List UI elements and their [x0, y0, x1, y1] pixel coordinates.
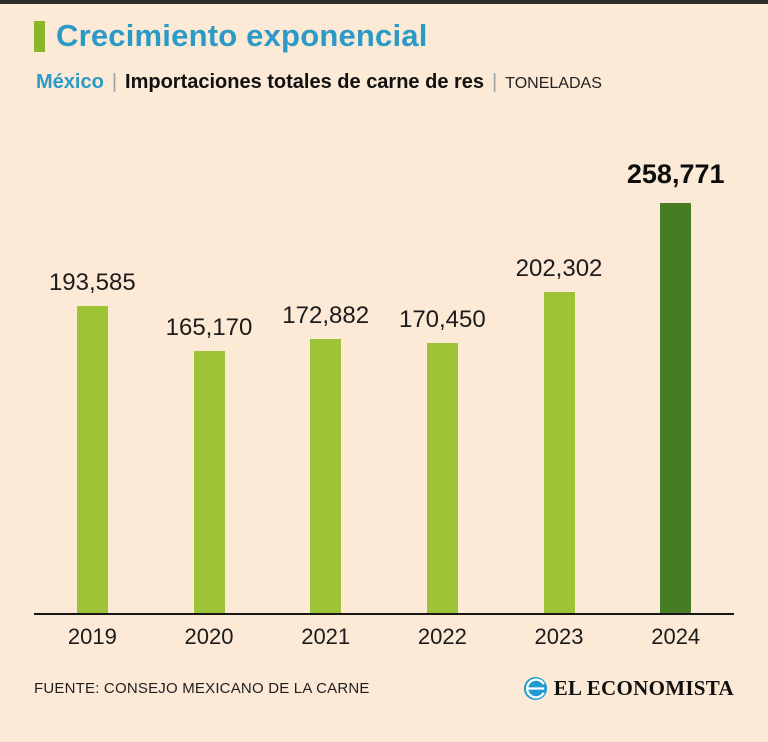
- bar-value-label-2023: 202,302: [515, 255, 603, 282]
- bar-2022: [426, 343, 458, 613]
- kicker-subject: Importaciones totales de carne de res: [125, 71, 485, 93]
- bar-2020: [193, 351, 225, 613]
- brand-name: EL ECONOMISTA: [553, 676, 734, 700]
- x-tick-2019: 2019: [67, 624, 117, 649]
- top-rule: [0, 0, 768, 4]
- source-text: FUENTE: CONSEJO MEXICANO DE LA CARNE: [34, 680, 370, 697]
- page-title: Crecimiento exponencial: [56, 18, 428, 53]
- bar-2023: [543, 292, 575, 613]
- x-tick-2023: 2023: [534, 624, 584, 649]
- title-row: Crecimiento exponencial: [34, 18, 734, 54]
- brand: EL ECONOMISTA: [523, 676, 734, 701]
- bar-group-2020: 165,170: [151, 314, 268, 613]
- bar-2021: [310, 339, 342, 613]
- header: Crecimiento exponencial México | Importa…: [34, 18, 734, 94]
- bar-value-label-2024: 258,771: [626, 159, 725, 189]
- kicker-separator: |: [111, 71, 118, 93]
- x-tick-2024: 2024: [651, 624, 701, 649]
- bar-2019: [76, 306, 108, 613]
- x-tick-2020: 2020: [184, 624, 234, 649]
- bar-chart: 193,585 165,170 172,882 170,450 202,302 258,7…: [34, 108, 734, 650]
- x-tick-2022: 2022: [417, 624, 467, 649]
- el-economista-logo-icon: [523, 676, 548, 701]
- chart-kicker: México | Importaciones totales de carne …: [36, 71, 734, 94]
- bar-value-label-2019: 193,585: [48, 269, 136, 296]
- plot-area: 193,585 165,170 172,882 170,450 202,302 258,7…: [34, 108, 734, 615]
- kicker-separator: |: [492, 71, 498, 93]
- kicker-region: México: [36, 71, 104, 93]
- bar-group-2023: 202,302: [501, 255, 618, 613]
- bar-value-label-2022: 170,450: [398, 306, 486, 333]
- title-accent-marker: [34, 20, 45, 52]
- bar-group-2024: 258,771: [617, 159, 734, 613]
- bar-group-2022: 170,450: [384, 306, 501, 613]
- footer: FUENTE: CONSEJO MEXICANO DE LA CARNE EL …: [34, 676, 734, 701]
- bar-value-label-2020: 165,170: [165, 314, 253, 341]
- kicker-unit: TONELADAS: [505, 75, 602, 92]
- bar-group-2019: 193,585: [34, 269, 151, 613]
- bar-2024: [660, 203, 692, 613]
- x-axis: 2019 2020 2021 2022 2023 2024: [34, 624, 734, 650]
- bar-group-2021: 172,882: [267, 302, 384, 613]
- bar-value-label-2021: 172,882: [282, 302, 370, 329]
- x-tick-2021: 2021: [301, 624, 351, 649]
